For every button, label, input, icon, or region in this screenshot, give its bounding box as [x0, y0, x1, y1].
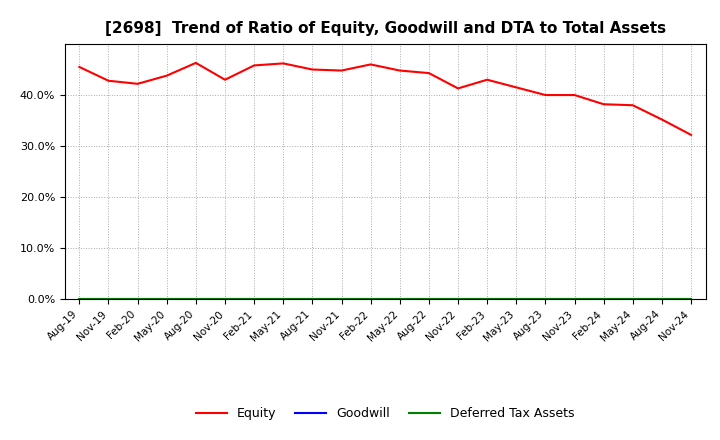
Equity [104, 78, 113, 84]
Goodwill [599, 297, 608, 302]
Goodwill [541, 297, 550, 302]
Deferred Tax Assets [541, 297, 550, 302]
Deferred Tax Assets [250, 297, 258, 302]
Equity [541, 92, 550, 98]
Goodwill [629, 297, 637, 302]
Deferred Tax Assets [104, 297, 113, 302]
Equity [366, 62, 375, 67]
Equity [133, 81, 142, 86]
Deferred Tax Assets [75, 297, 84, 302]
Deferred Tax Assets [483, 297, 492, 302]
Equity [337, 68, 346, 73]
Goodwill [133, 297, 142, 302]
Goodwill [687, 297, 696, 302]
Goodwill [454, 297, 462, 302]
Goodwill [279, 297, 287, 302]
Equity [75, 64, 84, 70]
Goodwill [250, 297, 258, 302]
Equity [220, 77, 229, 82]
Deferred Tax Assets [570, 297, 579, 302]
Goodwill [366, 297, 375, 302]
Deferred Tax Assets [133, 297, 142, 302]
Equity [629, 103, 637, 108]
Goodwill [163, 297, 171, 302]
Deferred Tax Assets [599, 297, 608, 302]
Deferred Tax Assets [192, 297, 200, 302]
Deferred Tax Assets [454, 297, 462, 302]
Equity [599, 102, 608, 107]
Equity [163, 73, 171, 78]
Equity [570, 92, 579, 98]
Title: [2698]  Trend of Ratio of Equity, Goodwill and DTA to Total Assets: [2698] Trend of Ratio of Equity, Goodwil… [104, 21, 666, 36]
Equity [395, 68, 404, 73]
Goodwill [570, 297, 579, 302]
Equity [250, 63, 258, 68]
Deferred Tax Assets [366, 297, 375, 302]
Deferred Tax Assets [220, 297, 229, 302]
Line: Equity: Equity [79, 63, 691, 135]
Goodwill [395, 297, 404, 302]
Equity [687, 132, 696, 137]
Goodwill [512, 297, 521, 302]
Legend: Equity, Goodwill, Deferred Tax Assets: Equity, Goodwill, Deferred Tax Assets [191, 403, 580, 425]
Goodwill [483, 297, 492, 302]
Goodwill [104, 297, 113, 302]
Equity [279, 61, 287, 66]
Goodwill [220, 297, 229, 302]
Deferred Tax Assets [337, 297, 346, 302]
Deferred Tax Assets [629, 297, 637, 302]
Deferred Tax Assets [279, 297, 287, 302]
Deferred Tax Assets [425, 297, 433, 302]
Goodwill [337, 297, 346, 302]
Equity [483, 77, 492, 82]
Equity [512, 85, 521, 90]
Goodwill [308, 297, 317, 302]
Goodwill [192, 297, 200, 302]
Goodwill [657, 297, 666, 302]
Deferred Tax Assets [163, 297, 171, 302]
Equity [454, 86, 462, 91]
Deferred Tax Assets [308, 297, 317, 302]
Equity [425, 70, 433, 76]
Deferred Tax Assets [657, 297, 666, 302]
Equity [192, 60, 200, 66]
Deferred Tax Assets [687, 297, 696, 302]
Goodwill [75, 297, 84, 302]
Equity [308, 67, 317, 72]
Deferred Tax Assets [395, 297, 404, 302]
Equity [657, 117, 666, 122]
Deferred Tax Assets [512, 297, 521, 302]
Goodwill [425, 297, 433, 302]
